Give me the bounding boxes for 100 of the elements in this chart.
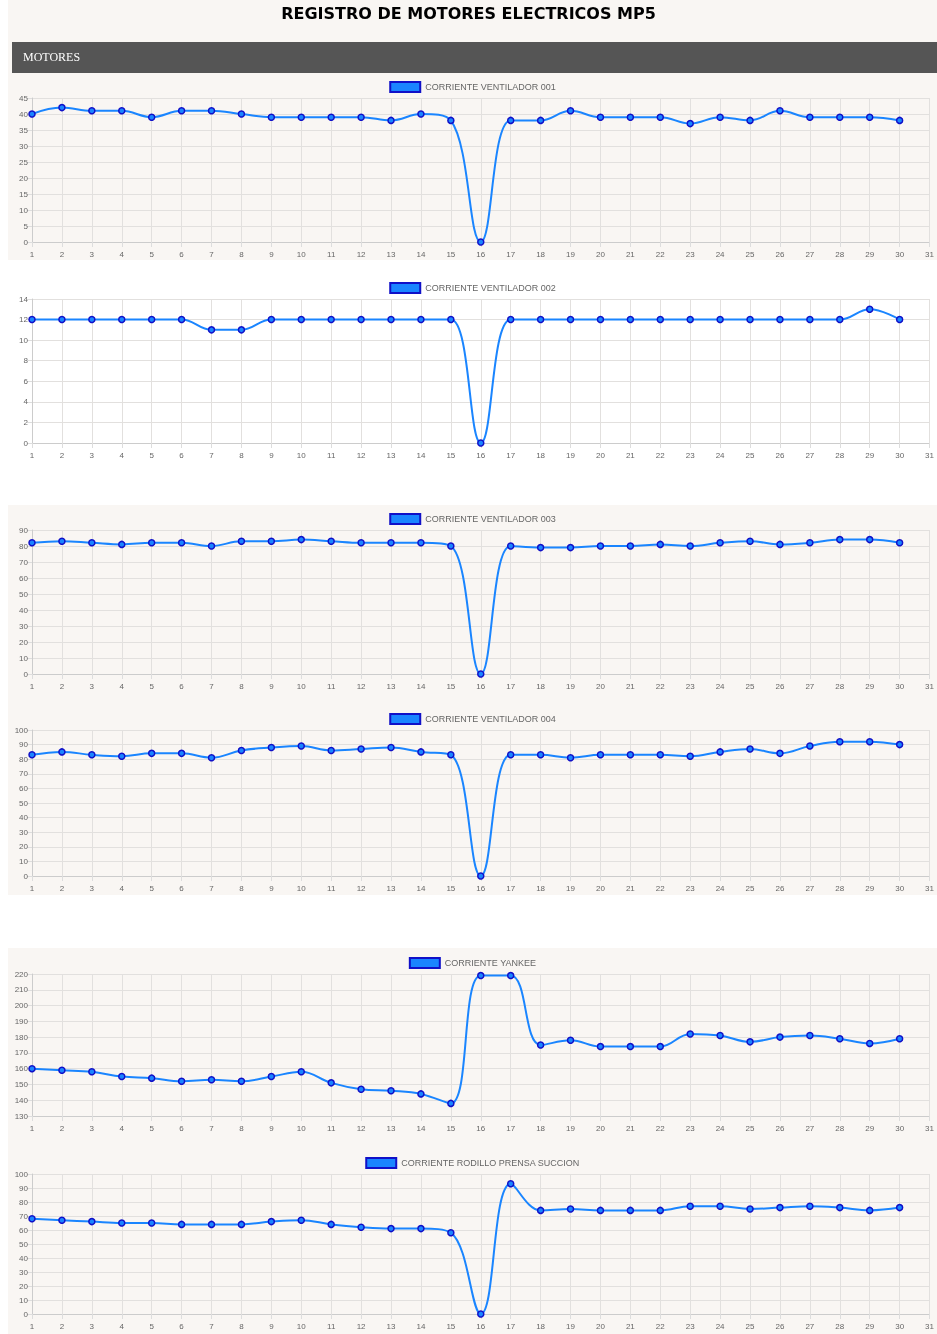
- point: [237, 110, 246, 118]
- x-tick-label: 11: [327, 883, 336, 893]
- x-tick-label: 12: [356, 1123, 367, 1133]
- x-tick-label: 22: [655, 883, 666, 893]
- y-tick-label: 15: [19, 189, 29, 199]
- x-tick-label: 17: [506, 681, 516, 691]
- x-tick-label: 14: [416, 450, 426, 460]
- y-tick-label: 45: [19, 93, 29, 103]
- point: [477, 872, 485, 880]
- point: [776, 107, 784, 115]
- x-tick-label: 22: [655, 450, 666, 460]
- x-tick-label: 16: [476, 1321, 486, 1331]
- x-tick-label: 13: [386, 1321, 397, 1331]
- point: [207, 542, 216, 550]
- point: [596, 1042, 605, 1051]
- point: [177, 539, 186, 547]
- x-tick-label: 13: [386, 883, 397, 893]
- y-tick-label: 210: [14, 985, 29, 995]
- x-tick-label: 14: [416, 883, 426, 893]
- x-tick-label: 6: [179, 1321, 185, 1331]
- y-tick-label: 40: [19, 813, 29, 823]
- point: [746, 1038, 754, 1046]
- point: [447, 1099, 455, 1108]
- x-tick-label: 15: [446, 883, 456, 893]
- point: [297, 535, 306, 544]
- point: [536, 315, 545, 324]
- point: [806, 113, 814, 121]
- y-tick-label: 20: [19, 842, 29, 852]
- point: [596, 751, 605, 759]
- x-tick-label: 2: [59, 1123, 65, 1133]
- x-tick-label: 3: [89, 450, 95, 460]
- point: [656, 540, 665, 549]
- x-tick-label: 25: [745, 249, 756, 259]
- y-tick-label: 50: [19, 589, 29, 599]
- y-tick-label: 60: [19, 573, 29, 583]
- x-tick-label: 3: [89, 1321, 95, 1331]
- chart-subtitle: MOTORES: [12, 42, 937, 73]
- x-tick-label: 10: [296, 1123, 307, 1133]
- point: [58, 537, 66, 545]
- point: [566, 543, 575, 552]
- point: [237, 1077, 246, 1086]
- point: [895, 1203, 904, 1212]
- point: [207, 326, 216, 334]
- x-tick-label: 30: [895, 450, 905, 460]
- x-tick-label: 28: [835, 1321, 845, 1331]
- x-tick-label: 7: [209, 1123, 215, 1133]
- x-tick-label: 20: [596, 883, 606, 893]
- y-tick-label: 70: [19, 769, 29, 779]
- y-tick-label: 30: [19, 141, 29, 151]
- x-tick-label: 3: [89, 681, 95, 691]
- x-tick-label: 8: [239, 883, 245, 893]
- x-tick-label: 2: [59, 681, 65, 691]
- y-tick-label: 10: [19, 1295, 29, 1305]
- x-tick-label: 28: [835, 681, 845, 691]
- x-tick-label: 10: [296, 1321, 307, 1331]
- point: [118, 315, 126, 324]
- point: [836, 1203, 844, 1212]
- y-tick-label: 50: [19, 1239, 29, 1249]
- x-tick-label: 24: [715, 1123, 726, 1133]
- point: [88, 107, 96, 115]
- x-tick-label: 26: [775, 1321, 785, 1331]
- point: [387, 743, 395, 752]
- point: [536, 1206, 545, 1215]
- point: [447, 116, 455, 125]
- point: [118, 1219, 126, 1227]
- point: [566, 753, 575, 762]
- point: [118, 1072, 126, 1081]
- x-tick-label: 17: [506, 883, 516, 893]
- point: [686, 1202, 694, 1210]
- point: [836, 315, 844, 324]
- x-tick-label: 27: [805, 681, 815, 691]
- point: [477, 238, 485, 246]
- x-tick-label: 23: [685, 1321, 696, 1331]
- point: [865, 305, 874, 314]
- point: [327, 746, 335, 755]
- point: [447, 751, 455, 759]
- y-tick-label: 140: [14, 1095, 29, 1105]
- x-tick-label: 6: [179, 249, 185, 259]
- x-tick-label: 22: [655, 1123, 666, 1133]
- x-tick-label: 1: [29, 249, 35, 259]
- point: [806, 315, 814, 324]
- x-tick-label: 21: [625, 681, 636, 691]
- y-tick-label: 10: [19, 205, 29, 215]
- x-tick-label: 12: [356, 249, 367, 259]
- point: [716, 113, 724, 121]
- point: [357, 1223, 365, 1231]
- x-tick-label: 15: [446, 681, 456, 691]
- x-tick-label: 21: [625, 1321, 636, 1331]
- x-tick-label: 10: [296, 450, 307, 460]
- x-tick-label: 12: [356, 450, 367, 460]
- chart-title: REGISTRO DE MOTORES ELECTRICOS MP5: [280, 4, 657, 23]
- x-tick-label: 23: [685, 883, 696, 893]
- point: [626, 1206, 635, 1215]
- y-tick-label: 8: [23, 356, 29, 366]
- x-tick-label: 27: [805, 1123, 815, 1133]
- point: [88, 751, 96, 759]
- point: [267, 537, 276, 545]
- x-tick-label: 29: [865, 1123, 875, 1133]
- x-tick-label: 15: [446, 450, 456, 460]
- point: [267, 743, 276, 752]
